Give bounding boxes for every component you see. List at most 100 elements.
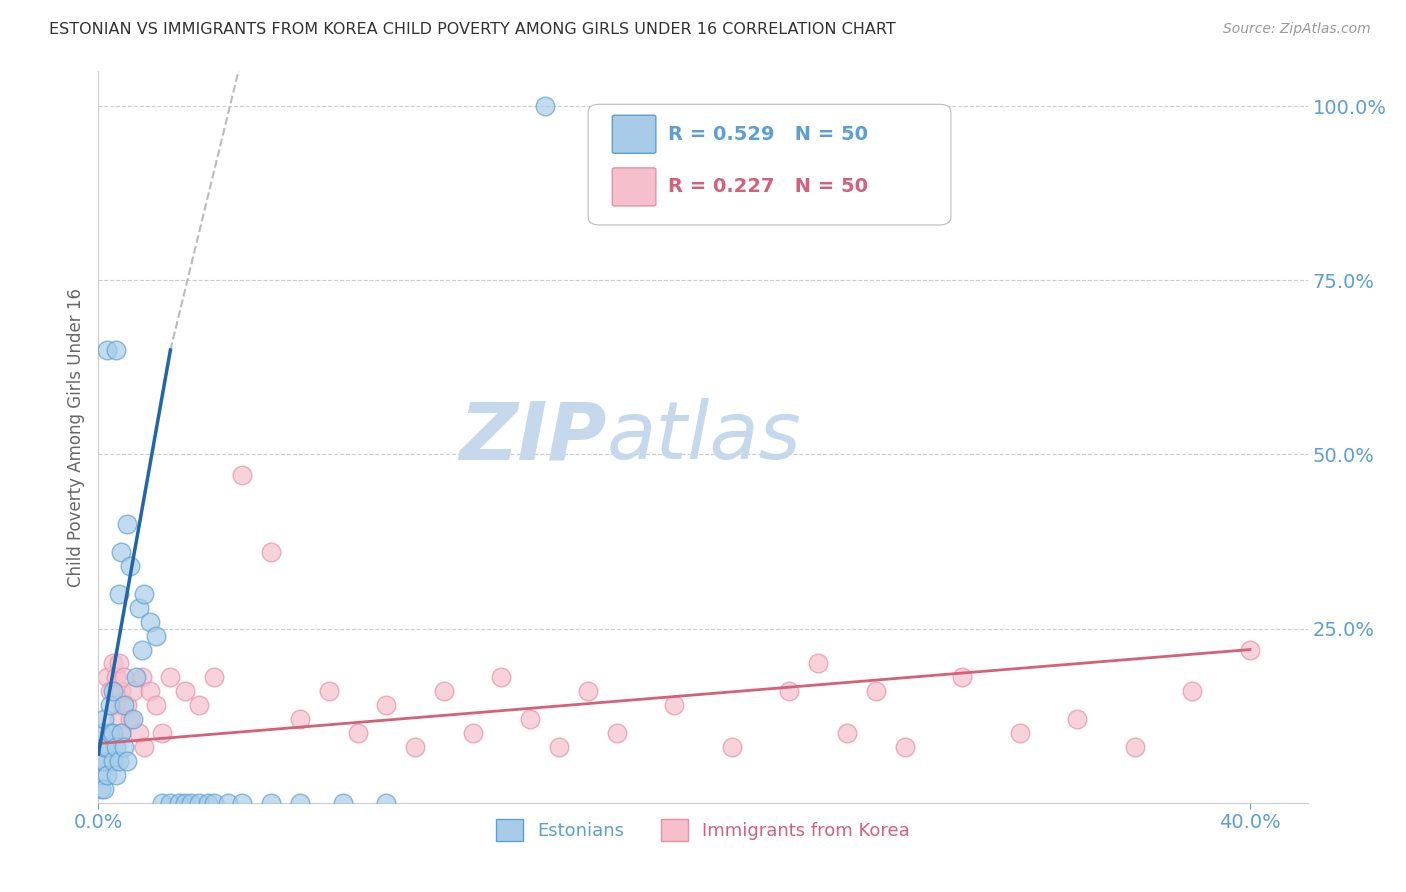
Point [433, 684, 456, 698]
Text: ESTONIAN VS IMMIGRANTS FROM KOREA CHILD POVERTY AMONG GIRLS UNDER 16 CORRELATION: ESTONIAN VS IMMIGRANTS FROM KOREA CHILD … [49, 22, 896, 37]
Point [159, 670, 181, 684]
Point [202, 796, 225, 810]
Point [125, 670, 148, 684]
Point [606, 726, 628, 740]
Point [122, 684, 145, 698]
Point [98, 698, 121, 713]
Text: R = 0.227   N = 50: R = 0.227 N = 50 [668, 178, 868, 196]
Point [1239, 642, 1261, 657]
Point [231, 468, 253, 483]
Point [288, 796, 311, 810]
FancyBboxPatch shape [588, 104, 950, 225]
Text: Source: ZipAtlas.com: Source: ZipAtlas.com [1223, 22, 1371, 37]
Point [110, 545, 132, 559]
Point [1123, 740, 1146, 755]
Point [664, 698, 686, 713]
Point [491, 670, 513, 684]
Point [96, 343, 118, 357]
Point [104, 343, 127, 357]
Point [128, 726, 150, 740]
Point [96, 670, 118, 684]
Point [288, 712, 311, 726]
Point [231, 796, 253, 810]
Point [134, 740, 156, 755]
Point [115, 698, 138, 713]
Point [120, 712, 142, 726]
Point [375, 698, 398, 713]
Point [131, 642, 153, 657]
Point [1008, 726, 1031, 740]
Y-axis label: Child Poverty Among Girls Under 16: Child Poverty Among Girls Under 16 [66, 287, 84, 587]
Point [104, 670, 127, 684]
Point [120, 558, 142, 573]
Point [90, 768, 112, 782]
Legend: Estonians, Immigrants from Korea: Estonians, Immigrants from Korea [489, 812, 917, 848]
Point [150, 796, 173, 810]
Point [139, 684, 162, 698]
Point [1066, 712, 1088, 726]
Point [188, 796, 211, 810]
Point [107, 657, 129, 671]
Point [332, 796, 354, 810]
Point [548, 740, 571, 755]
Point [101, 684, 124, 698]
Point [93, 712, 115, 726]
Point [404, 740, 426, 755]
Point [93, 781, 115, 796]
Point [101, 754, 124, 768]
Point [96, 740, 118, 755]
Point [346, 726, 368, 740]
Point [807, 657, 830, 671]
Point [835, 726, 858, 740]
Text: atlas: atlas [606, 398, 801, 476]
Point [145, 629, 167, 643]
Point [101, 726, 124, 740]
Point [188, 698, 211, 713]
Point [128, 600, 150, 615]
Point [93, 740, 115, 755]
Text: ZIP: ZIP [458, 398, 606, 476]
Point [115, 754, 138, 768]
FancyBboxPatch shape [613, 115, 655, 153]
Point [576, 684, 599, 698]
Point [461, 726, 484, 740]
Point [197, 796, 219, 810]
Point [107, 712, 129, 726]
Point [260, 796, 283, 810]
Point [180, 796, 202, 810]
Point [110, 684, 132, 698]
Point [104, 768, 127, 782]
Point [90, 726, 112, 740]
Point [98, 726, 121, 740]
Point [519, 712, 541, 726]
Point [217, 796, 239, 810]
Point [131, 670, 153, 684]
Point [112, 698, 135, 713]
Point [139, 615, 162, 629]
Point [893, 740, 915, 755]
Point [93, 754, 115, 768]
Point [150, 726, 173, 740]
Point [115, 517, 138, 532]
Point [104, 698, 127, 713]
Point [104, 740, 127, 755]
Point [122, 712, 145, 726]
Point [167, 796, 190, 810]
Point [112, 740, 135, 755]
Point [134, 587, 156, 601]
Point [98, 684, 121, 698]
Point [1181, 684, 1204, 698]
Point [865, 684, 887, 698]
Point [112, 670, 135, 684]
Point [145, 698, 167, 713]
Point [375, 796, 398, 810]
Point [173, 684, 195, 698]
Point [260, 545, 283, 559]
Point [90, 781, 112, 796]
Point [318, 684, 340, 698]
Point [778, 684, 800, 698]
Text: R = 0.529   N = 50: R = 0.529 N = 50 [668, 125, 868, 144]
Point [107, 754, 129, 768]
Point [90, 754, 112, 768]
Point [950, 670, 973, 684]
